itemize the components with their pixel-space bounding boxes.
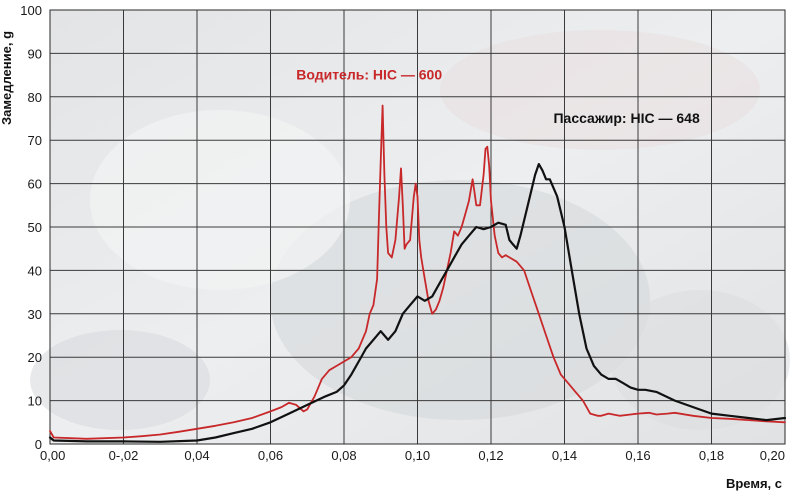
y-tick-label: 70 — [28, 133, 42, 148]
x-axis-label: Время, с — [726, 476, 782, 491]
x-tick-label: 0,16 — [625, 448, 650, 463]
driver-series-line — [49, 104, 786, 440]
y-tick-label: 80 — [28, 90, 42, 105]
y-tick-label: 30 — [28, 307, 42, 322]
plot-frame — [49, 9, 786, 445]
x-tick-label: 0,04 — [184, 448, 209, 463]
series-lines — [48, 104, 787, 443]
y-tick-label: 90 — [28, 46, 42, 61]
grid — [49, 9, 786, 445]
y-tick-label: 40 — [28, 263, 42, 278]
passenger-series-line — [48, 163, 787, 443]
x-tick-label: 0,00 — [40, 448, 65, 463]
x-tick-label: 0,14 — [552, 448, 577, 463]
x-axis-ticks: 0,00 0-,02 0,04 0,06 0,08 0,10 0,12 0,14 0,16 0,1… — [40, 448, 785, 463]
y-axis-label: Замедление, g — [0, 31, 14, 125]
x-tick-label: 0,08 — [331, 448, 356, 463]
x-tick-label: 0-,02 — [109, 448, 139, 463]
y-tick-label: 50 — [28, 220, 42, 235]
x-tick-label: 0,18 — [699, 448, 724, 463]
passenger-annotation: Пассажир: HIC — 648 — [553, 110, 699, 126]
x-tick-label: 0,12 — [478, 448, 503, 463]
y-tick-label: 10 — [28, 394, 42, 409]
x-tick-label: 0,10 — [405, 448, 430, 463]
y-tick-label: 100 — [20, 3, 42, 18]
y-tick-label: 0 — [35, 437, 42, 452]
y-tick-label: 20 — [28, 350, 42, 365]
x-tick-label: 0,06 — [258, 448, 283, 463]
y-tick-label: 60 — [28, 177, 42, 192]
x-tick-label: 0,20 — [760, 448, 785, 463]
y-axis-ticks: 0 10 20 30 40 50 60 70 80 90 100 — [20, 3, 42, 452]
driver-annotation: Водитель: HIC — 600 — [296, 66, 442, 82]
